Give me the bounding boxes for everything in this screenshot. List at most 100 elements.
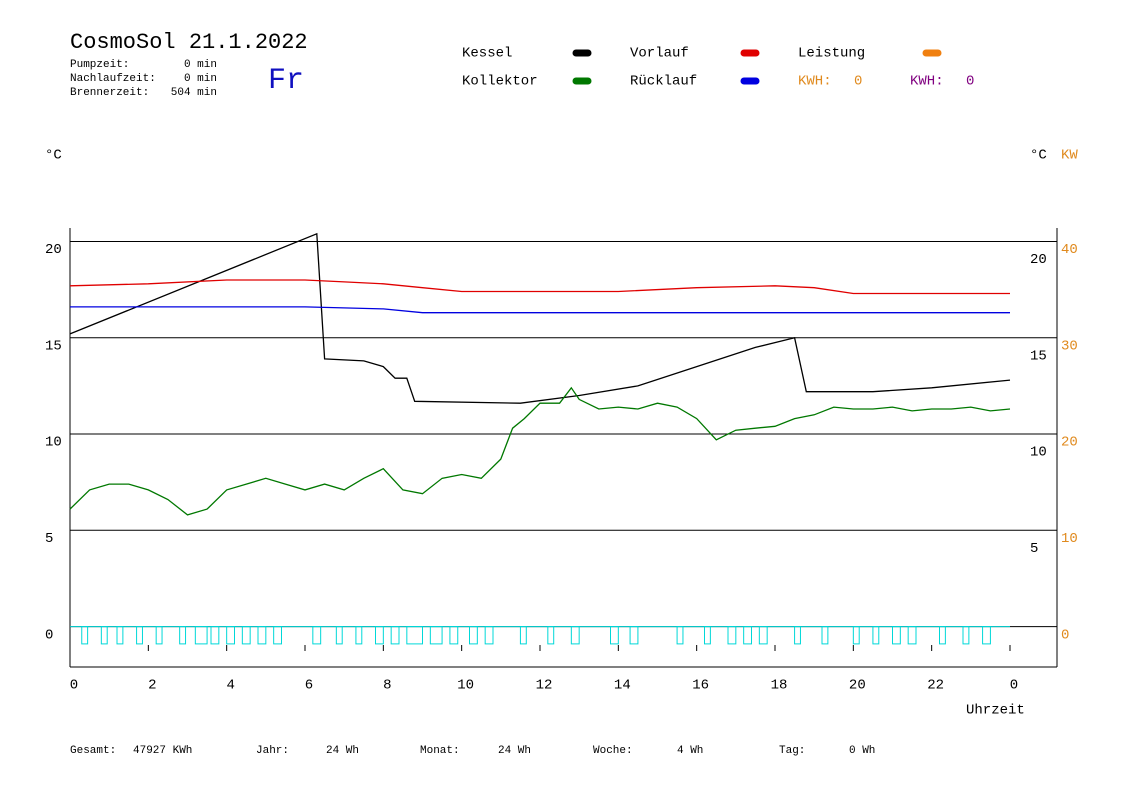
x-tick-label: 18: [771, 678, 788, 694]
pump-pulse: [226, 626, 236, 645]
pump-pulse: [210, 626, 220, 645]
y-unit-right: °C: [1030, 148, 1047, 164]
pump-pulse: [872, 626, 880, 645]
stat-value: 504 min: [171, 87, 217, 99]
pump-pulse: [610, 626, 619, 645]
x-tick-label: 0: [70, 678, 78, 694]
kwh-value: 0: [966, 74, 974, 90]
series-line: [70, 306, 1010, 314]
x-tick-label: 20: [849, 678, 866, 694]
x-tick-label: 4: [226, 678, 234, 694]
y-tick-label-right: 10: [1030, 445, 1047, 461]
pump-pulse: [390, 626, 400, 645]
x-tick-label: 14: [614, 678, 631, 694]
x-label: Uhrzeit: [966, 703, 1025, 719]
series-line: [69, 279, 1010, 295]
pump-pulse: [758, 626, 768, 645]
pump-pulse: [335, 626, 343, 645]
pump-pulse: [519, 626, 527, 645]
series-line: [69, 386, 1011, 516]
footer-label: Monat:: [420, 745, 460, 757]
day: Fr: [268, 64, 304, 98]
stat-value: 0 min: [184, 59, 217, 71]
pump-pulse: [406, 626, 424, 645]
pump-pulse: [449, 626, 459, 645]
y-tick-label-right: 5: [1030, 541, 1038, 557]
footer-label: Gesamt:: [70, 745, 116, 757]
pump-pulse: [136, 626, 143, 645]
kwh-label: KWH:: [798, 74, 832, 90]
pump-pulse: [355, 626, 363, 645]
x-tick-label: 8: [383, 678, 391, 694]
pump-pulse: [155, 626, 163, 645]
pump-pulse: [743, 626, 753, 645]
x-tick-label: 2: [148, 678, 156, 694]
pump-pulse: [469, 626, 478, 645]
x-tick-label: 22: [927, 678, 944, 694]
x-tick-label: 10: [457, 678, 474, 694]
pump-pulse: [962, 626, 970, 645]
pump-pulse: [194, 626, 208, 645]
pump-pulse: [570, 626, 580, 645]
legend-label: Rücklauf: [630, 74, 697, 90]
pump-pulse: [429, 626, 443, 645]
pump-pulse: [794, 626, 801, 645]
footer-label: Woche:: [593, 745, 633, 757]
kwh-value: 0: [854, 74, 862, 90]
pump-pulse: [81, 626, 89, 645]
y-tick-label-right: 20: [1030, 252, 1047, 268]
stat-value: 0 min: [184, 73, 217, 85]
y-tick-label: 15: [45, 338, 62, 354]
footer-value: 24 Wh: [498, 745, 531, 757]
title: CosmoSol 21.1.2022: [70, 30, 308, 55]
pump-pulse: [257, 626, 267, 645]
pump-pulse: [116, 626, 124, 645]
y-tick-label: 10: [45, 435, 62, 451]
pump-pulse: [982, 626, 991, 645]
x-tick-label: 12: [536, 678, 553, 694]
y-tick-label: 20: [45, 242, 62, 258]
stat-label: Nachlaufzeit:: [70, 73, 156, 85]
y2-tick-label: 20: [1061, 435, 1078, 451]
footer-value: 4 Wh: [677, 745, 703, 757]
y2-tick-label: 40: [1061, 242, 1078, 258]
stat-label: Pumpzeit:: [70, 59, 129, 71]
x-tick-label: 6: [305, 678, 313, 694]
pump-pulse: [852, 626, 860, 645]
footer-value: 47927 KWh: [133, 745, 192, 757]
pump-pulse: [312, 626, 322, 645]
y2-unit: KW: [1061, 148, 1078, 164]
y2-tick-label: 0: [1061, 627, 1069, 643]
x-tick-label: 0: [1010, 678, 1018, 694]
pump-pulse: [821, 626, 829, 645]
y-tick-label: 0: [45, 627, 53, 643]
footer-value: 24 Wh: [326, 745, 359, 757]
y-unit-left: °C: [45, 148, 62, 164]
pump-pulse: [892, 626, 901, 645]
legend-label: Leistung: [798, 46, 865, 62]
pump-pulse: [907, 626, 917, 645]
legend-label: Kessel: [462, 46, 512, 62]
kwh-label: KWH:: [910, 74, 944, 90]
pump-pulse: [484, 626, 494, 645]
legend-label: Vorlauf: [630, 46, 689, 62]
y2-tick-label: 10: [1061, 531, 1078, 547]
pump-pulse: [273, 626, 282, 645]
pump-pulse: [179, 626, 187, 645]
footer-label: Tag:: [779, 745, 805, 757]
pump-pulse: [727, 626, 737, 645]
y-tick-label: 5: [45, 531, 53, 547]
y-tick-label-right: 15: [1030, 348, 1047, 364]
y2-tick-label: 30: [1061, 338, 1078, 354]
pump-pulse: [241, 626, 251, 645]
pump-pulse: [676, 626, 684, 645]
pump-pulse: [100, 626, 108, 645]
pump-pulse: [547, 626, 555, 645]
series-line: [69, 232, 1011, 404]
legend-label: Kollektor: [462, 74, 538, 90]
pump-pulse: [704, 626, 711, 645]
stat-label: Brennerzeit:: [70, 87, 149, 99]
pump-pulse: [939, 626, 946, 645]
